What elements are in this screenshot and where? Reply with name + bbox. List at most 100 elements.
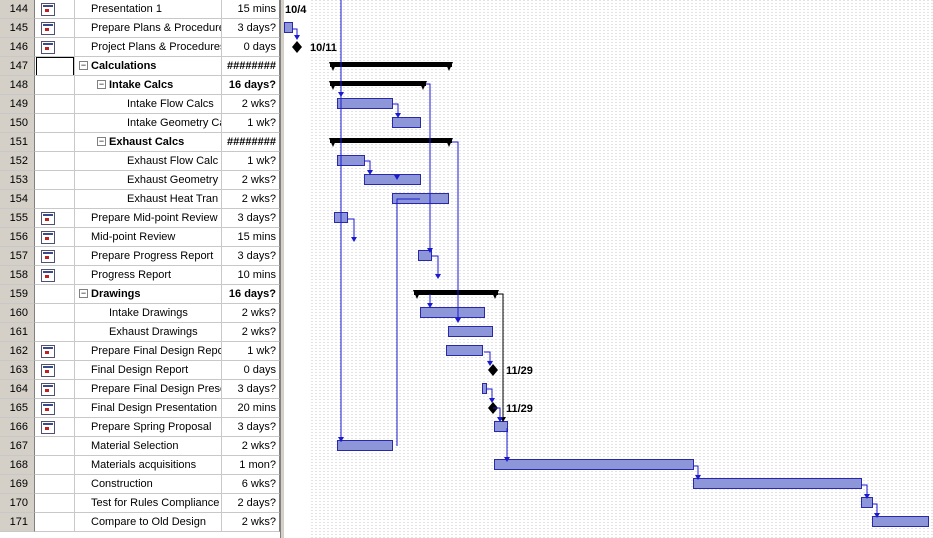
task-bar[interactable] xyxy=(392,193,449,204)
indicator-cell[interactable] xyxy=(35,437,75,456)
task-row[interactable]: 148 − Intake Calcs 16 days? xyxy=(0,76,280,95)
duration-cell[interactable]: 2 wks? xyxy=(222,513,280,532)
task-row[interactable]: 146 Project Plans & Procedures 0 days xyxy=(0,38,280,57)
task-bar[interactable] xyxy=(494,459,694,470)
task-name-cell[interactable]: Intake Flow Calcs xyxy=(75,95,222,114)
summary-bar[interactable] xyxy=(330,138,452,143)
indicator-cell[interactable] xyxy=(35,38,75,57)
duration-cell[interactable]: 1 mon? xyxy=(222,456,280,475)
duration-cell[interactable]: 2 wks? xyxy=(222,323,280,342)
duration-cell[interactable]: 20 mins xyxy=(222,399,280,418)
note-icon[interactable] xyxy=(41,3,55,16)
duration-cell[interactable]: 1 wk? xyxy=(222,152,280,171)
row-id-cell[interactable]: 163 xyxy=(0,361,35,380)
row-id-cell[interactable]: 162 xyxy=(0,342,35,361)
task-row[interactable]: 152 Exhaust Flow Calc 1 wk? xyxy=(0,152,280,171)
task-row[interactable]: 169 Construction 6 wks? xyxy=(0,475,280,494)
duration-cell[interactable]: 2 wks? xyxy=(222,304,280,323)
row-id-cell[interactable]: 153 xyxy=(0,171,35,190)
task-name-cell[interactable]: Exhaust Drawings xyxy=(75,323,222,342)
indicator-cell[interactable] xyxy=(35,399,75,418)
task-row[interactable]: 157 Prepare Progress Report 3 days? xyxy=(0,247,280,266)
row-id-cell[interactable]: 167 xyxy=(0,437,35,456)
note-icon[interactable] xyxy=(41,345,55,358)
task-row[interactable]: 167 Material Selection 2 wks? xyxy=(0,437,280,456)
task-name-cell[interactable]: Final Design Presentation xyxy=(75,399,222,418)
task-bar[interactable] xyxy=(693,478,862,489)
task-name-cell[interactable]: Compare to Old Design xyxy=(75,513,222,532)
indicator-cell[interactable] xyxy=(35,228,75,247)
duration-cell[interactable]: ######## xyxy=(222,57,280,76)
task-name-cell[interactable]: Project Plans & Procedures xyxy=(75,38,222,57)
row-id-cell[interactable]: 165 xyxy=(0,399,35,418)
task-name-cell[interactable]: Material Selection xyxy=(75,437,222,456)
task-name-cell[interactable]: Prepare Spring Proposal xyxy=(75,418,222,437)
collapse-toggle-icon[interactable]: − xyxy=(79,60,88,70)
task-row[interactable]: 144 Presentation 1 15 mins xyxy=(0,0,280,19)
indicator-cell[interactable] xyxy=(35,114,75,133)
task-name-cell[interactable]: Intake Geometry Ca xyxy=(75,114,222,133)
task-name-cell[interactable]: − Intake Calcs xyxy=(75,76,222,95)
note-icon[interactable] xyxy=(41,212,55,225)
indicator-cell[interactable] xyxy=(35,190,75,209)
indicator-cell[interactable] xyxy=(35,304,75,323)
split-bar[interactable] xyxy=(280,0,284,538)
note-icon[interactable] xyxy=(41,421,55,434)
duration-cell[interactable]: 1 wk? xyxy=(222,114,280,133)
indicator-cell[interactable] xyxy=(35,95,75,114)
collapse-toggle-icon[interactable]: − xyxy=(97,136,106,146)
task-row[interactable]: 162 Prepare Final Design Repo 1 wk? xyxy=(0,342,280,361)
indicator-cell[interactable] xyxy=(35,209,75,228)
task-row[interactable]: 164 Prepare Final Design Prese 3 days? xyxy=(0,380,280,399)
milestone-diamond[interactable] xyxy=(292,41,302,53)
duration-cell[interactable]: 2 wks? xyxy=(222,437,280,456)
note-icon[interactable] xyxy=(41,231,55,244)
row-id-cell[interactable]: 146 xyxy=(0,38,35,57)
task-name-cell[interactable]: − Exhaust Calcs xyxy=(75,133,222,152)
task-name-cell[interactable]: Prepare Final Design Repo xyxy=(75,342,222,361)
collapse-toggle-icon[interactable]: − xyxy=(79,288,88,298)
row-id-cell[interactable]: 149 xyxy=(0,95,35,114)
summary-bar[interactable] xyxy=(330,62,452,67)
duration-cell[interactable]: 0 days xyxy=(222,38,280,57)
milestone-diamond[interactable] xyxy=(488,364,498,376)
note-icon[interactable] xyxy=(41,22,55,35)
task-name-cell[interactable]: Intake Drawings xyxy=(75,304,222,323)
duration-cell[interactable]: 16 days? xyxy=(222,76,280,95)
duration-cell[interactable]: 3 days? xyxy=(222,418,280,437)
indicator-cell[interactable] xyxy=(35,19,75,38)
duration-cell[interactable]: 3 days? xyxy=(222,247,280,266)
task-row[interactable]: 153 Exhaust Geometry 2 wks? xyxy=(0,171,280,190)
task-name-cell[interactable]: Prepare Progress Report xyxy=(75,247,222,266)
task-row[interactable]: 158 Progress Report 10 mins xyxy=(0,266,280,285)
indicator-cell[interactable] xyxy=(35,475,75,494)
indicator-cell[interactable] xyxy=(35,323,75,342)
task-name-cell[interactable]: Prepare Final Design Prese xyxy=(75,380,222,399)
duration-cell[interactable]: ######## xyxy=(222,133,280,152)
task-name-cell[interactable]: Test for Rules Compliance xyxy=(75,494,222,513)
task-bar[interactable] xyxy=(392,117,421,128)
row-id-cell[interactable]: 161 xyxy=(0,323,35,342)
task-bar[interactable] xyxy=(446,345,483,356)
indicator-cell[interactable] xyxy=(35,285,75,304)
task-bar[interactable] xyxy=(337,155,365,166)
summary-bar[interactable] xyxy=(414,290,498,295)
task-bar[interactable] xyxy=(872,516,929,527)
note-icon[interactable] xyxy=(41,269,55,282)
task-name-cell[interactable]: Mid-point Review xyxy=(75,228,222,247)
task-row[interactable]: 154 Exhaust Heat Tran 2 wks? xyxy=(0,190,280,209)
task-name-cell[interactable]: − Drawings xyxy=(75,285,222,304)
indicator-cell[interactable] xyxy=(35,513,75,532)
indicator-cell[interactable] xyxy=(35,76,75,95)
task-name-cell[interactable]: Prepare Plans & Procedure xyxy=(75,19,222,38)
task-name-cell[interactable]: Presentation 1 xyxy=(75,0,222,19)
task-bar[interactable] xyxy=(448,326,493,337)
duration-cell[interactable]: 2 days? xyxy=(222,494,280,513)
row-id-cell[interactable]: 147 xyxy=(0,57,35,76)
indicator-cell[interactable] xyxy=(35,361,75,380)
duration-cell[interactable]: 1 wk? xyxy=(222,342,280,361)
row-id-cell[interactable]: 159 xyxy=(0,285,35,304)
indicator-cell[interactable] xyxy=(35,380,75,399)
indicator-cell[interactable] xyxy=(35,133,75,152)
task-row[interactable]: 160 Intake Drawings 2 wks? xyxy=(0,304,280,323)
